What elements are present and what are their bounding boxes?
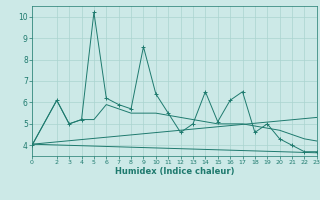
X-axis label: Humidex (Indice chaleur): Humidex (Indice chaleur) bbox=[115, 167, 234, 176]
